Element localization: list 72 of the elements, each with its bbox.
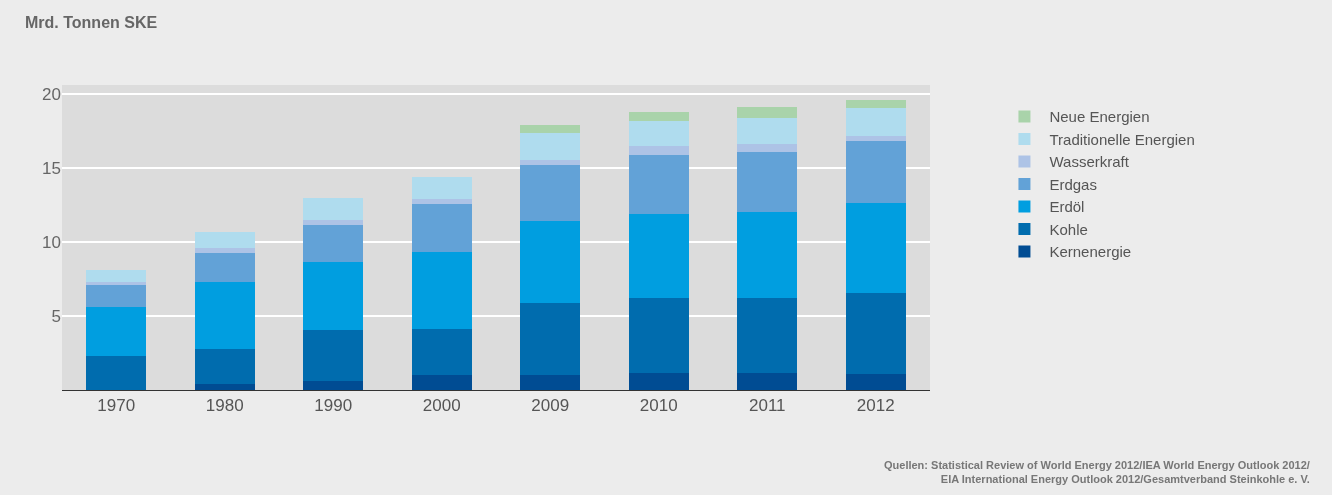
bar <box>411 204 472 253</box>
x-tick-label: 2012 <box>856 396 895 416</box>
bar <box>737 152 798 212</box>
bar <box>520 375 581 390</box>
bar <box>411 199 472 205</box>
bar <box>628 120 689 147</box>
legend-label: Wasserkraft <box>1049 153 1130 171</box>
bar <box>845 373 906 390</box>
bar <box>303 261 364 331</box>
legend-label: Neue Energien <box>1049 108 1150 126</box>
y-tick-label: 15 <box>42 158 61 178</box>
x-tick-label: 2000 <box>422 396 461 416</box>
bar <box>845 141 906 204</box>
bar <box>86 270 147 282</box>
bar <box>303 330 364 382</box>
bar <box>845 136 906 142</box>
bar <box>628 298 689 373</box>
bar <box>845 203 906 294</box>
bar <box>737 298 798 373</box>
bar <box>303 219 364 225</box>
legend-label: Traditionelle Energien <box>1049 130 1195 148</box>
bar <box>303 224 364 262</box>
x-tick-label: 2009 <box>531 396 570 416</box>
x-tick-label: 2011 <box>748 396 786 416</box>
bar <box>737 107 798 118</box>
y-tick-label: 5 <box>51 306 61 326</box>
bar <box>845 293 906 374</box>
x-tick-label: 2010 <box>639 396 678 416</box>
legend-label: Erdöl <box>1049 198 1085 216</box>
legend-label: Erdgas <box>1049 175 1097 193</box>
y-tick-label: 20 <box>42 84 61 104</box>
bar <box>520 221 581 303</box>
source-note: Quellen: Statistical Review of World Energy 2012/IEA World Energy Outlook 2012/ EIA International Energy Outlook 2012/Gesamtverband Steinkohle e. V. <box>884 459 1310 486</box>
legend-label: Kernenergie <box>1049 243 1132 261</box>
legend-label: Kohle <box>1049 220 1088 238</box>
bar <box>737 144 798 153</box>
bar <box>628 154 689 214</box>
y-tick-label: 10 <box>42 232 61 252</box>
bar <box>628 146 689 155</box>
bar <box>86 281 147 285</box>
bar <box>520 159 581 165</box>
bar <box>628 213 689 299</box>
bar <box>194 281 255 349</box>
bar <box>520 164 581 222</box>
bar <box>737 117 798 145</box>
bar <box>411 176 472 199</box>
x-tick-label: 1970 <box>97 396 136 416</box>
bar <box>194 247 255 254</box>
bar <box>411 252 472 330</box>
x-tick-label: 1980 <box>205 396 244 416</box>
bar <box>628 112 689 121</box>
bar <box>845 99 906 108</box>
bar <box>303 197 364 220</box>
bar <box>520 133 581 160</box>
bar <box>737 372 798 390</box>
bar <box>86 307 147 356</box>
x-tick-label: 1990 <box>314 396 353 416</box>
bar <box>86 284 147 308</box>
bar <box>194 253 255 282</box>
bar <box>628 372 689 390</box>
bar <box>737 211 798 299</box>
bar <box>411 329 472 376</box>
bar <box>303 381 364 390</box>
bar <box>520 302 581 376</box>
bar <box>194 348 255 385</box>
y-axis-title: Mrd. Tonnen SKE <box>25 14 158 31</box>
bar <box>86 355 147 390</box>
bar <box>194 231 255 248</box>
bar <box>520 124 581 134</box>
bar <box>845 107 906 137</box>
bar <box>194 384 255 390</box>
bar <box>411 375 472 390</box>
